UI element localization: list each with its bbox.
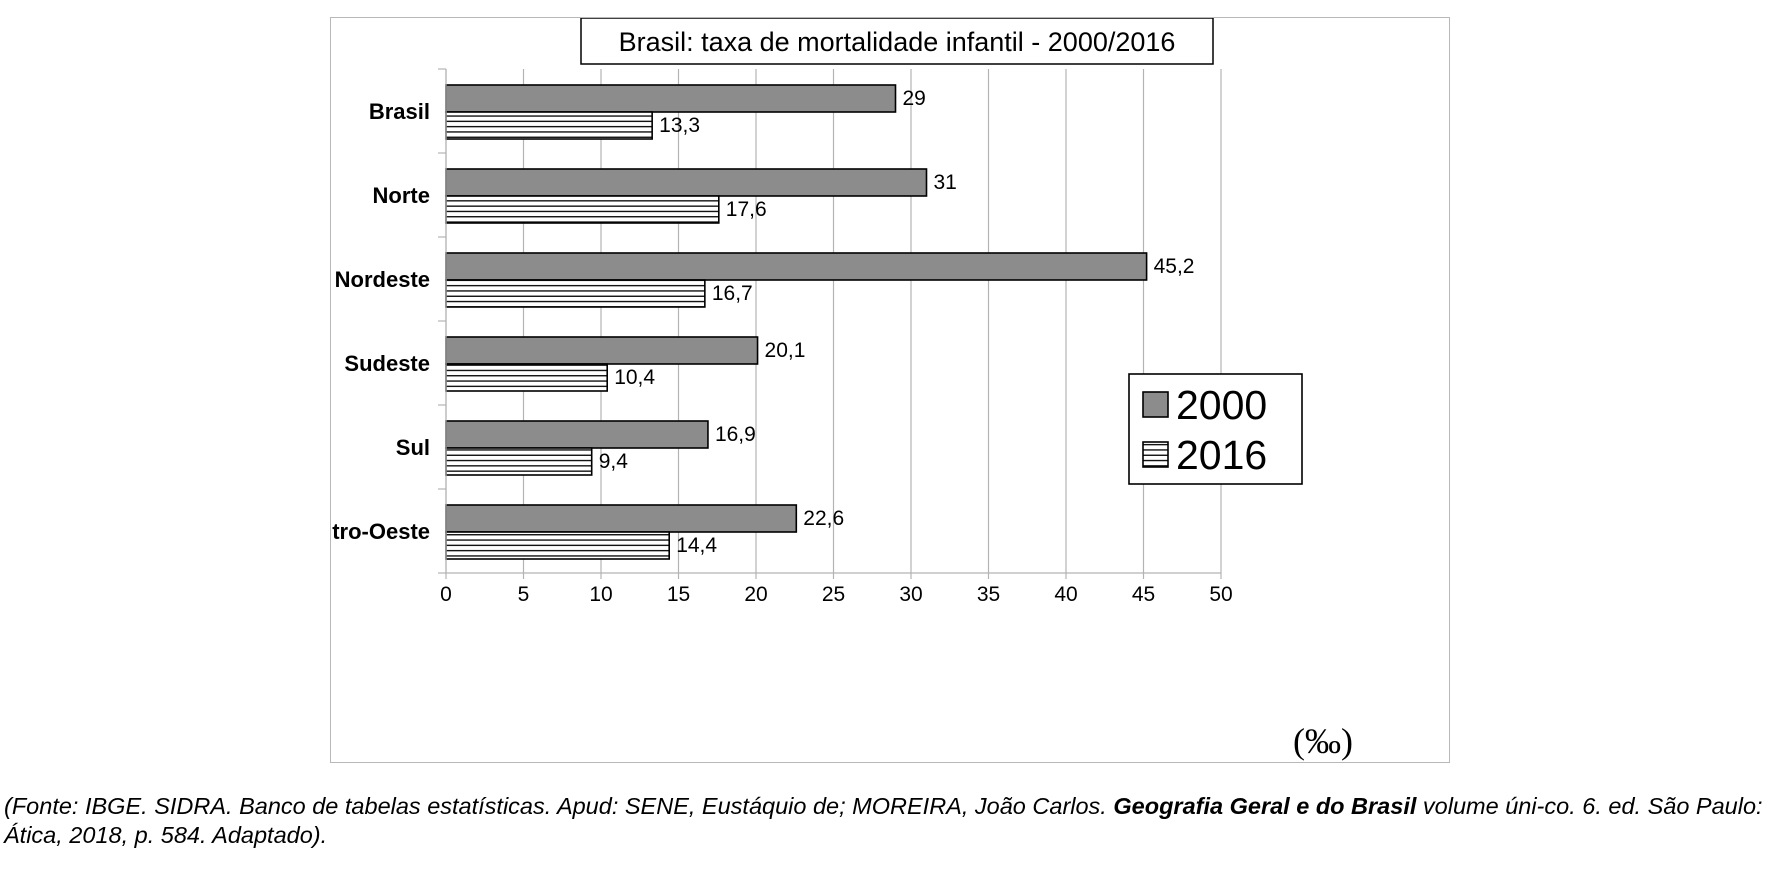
x-tick-label: 5 xyxy=(518,583,530,606)
data-label: 20,1 xyxy=(765,339,806,362)
x-tick-label: 15 xyxy=(667,583,690,606)
bar-2000 xyxy=(445,168,928,197)
x-tick-label: 10 xyxy=(589,583,612,606)
legend-label: 2000 xyxy=(1176,382,1267,428)
category-label: Sul xyxy=(396,435,430,460)
data-label: 16,9 xyxy=(715,423,756,446)
bar-2000 xyxy=(445,336,759,365)
data-label: 13,3 xyxy=(659,114,700,137)
x-tick-label: 30 xyxy=(899,583,922,606)
bar-2016 xyxy=(445,111,653,140)
source-caption-text: (Fonte: IBGE. SIDRA. Banco de tabelas es… xyxy=(4,793,1114,819)
data-label: 10,4 xyxy=(614,366,655,389)
chart-title-box xyxy=(580,18,1214,65)
x-tick-label: 45 xyxy=(1132,583,1155,606)
category-label: Sudeste xyxy=(344,351,430,376)
bar-2000 xyxy=(445,252,1148,281)
x-tick-label: 20 xyxy=(744,583,767,606)
data-label: 31 xyxy=(934,171,957,194)
category-label: Norte xyxy=(373,183,430,208)
bar-2016 xyxy=(445,195,720,224)
data-label: 45,2 xyxy=(1154,255,1195,278)
bar-2016 xyxy=(445,363,608,392)
chart-title: Brasil: taxa de mortalidade infantil - 2… xyxy=(619,27,1176,57)
data-label: 14,4 xyxy=(676,534,717,557)
x-tick-label: 35 xyxy=(977,583,1000,606)
category-label: Brasil xyxy=(369,99,430,124)
bar-chart: Brasil 29 13,3 Norte 31 17,6 Nordeste 45,2 16,7 S… xyxy=(331,18,1353,761)
legend-swatch-2000 xyxy=(1142,391,1169,418)
x-tick-label: 50 xyxy=(1209,583,1232,606)
x-tick-label: 0 xyxy=(440,583,452,606)
x-tick-label: 25 xyxy=(822,583,845,606)
chart-frame: Brasil 29 13,3 Norte 31 17,6 Nordeste 45,2 16,7 S… xyxy=(330,17,1450,763)
bar-2000 xyxy=(445,420,709,449)
data-label: 17,6 xyxy=(726,198,767,221)
bar-2000 xyxy=(445,84,897,113)
source-caption-end: volume úni-co. 6. ed. São Paulo: Ática, … xyxy=(4,793,1763,848)
x-axis-unit: (‰) xyxy=(1293,721,1353,761)
data-label: 16,7 xyxy=(712,282,753,305)
bar-2016 xyxy=(445,531,670,560)
data-label: 29 xyxy=(903,87,926,110)
legend-swatch-2016 xyxy=(1142,441,1169,468)
data-label: 22,6 xyxy=(803,507,844,530)
category-label: Nordeste xyxy=(335,267,430,292)
data-label: 9,4 xyxy=(599,450,629,473)
x-tick-label: 40 xyxy=(1054,583,1077,606)
source-caption: (Fonte: IBGE. SIDRA. Banco de tabelas es… xyxy=(4,792,1779,850)
source-book-title: Geografia Geral e do Brasil xyxy=(1113,793,1417,819)
bar-2016 xyxy=(445,447,593,476)
category-label: Centro-Oeste xyxy=(331,519,430,544)
legend-label: 2016 xyxy=(1176,432,1267,478)
bar-2000 xyxy=(445,504,798,533)
bar-2016 xyxy=(445,279,706,308)
